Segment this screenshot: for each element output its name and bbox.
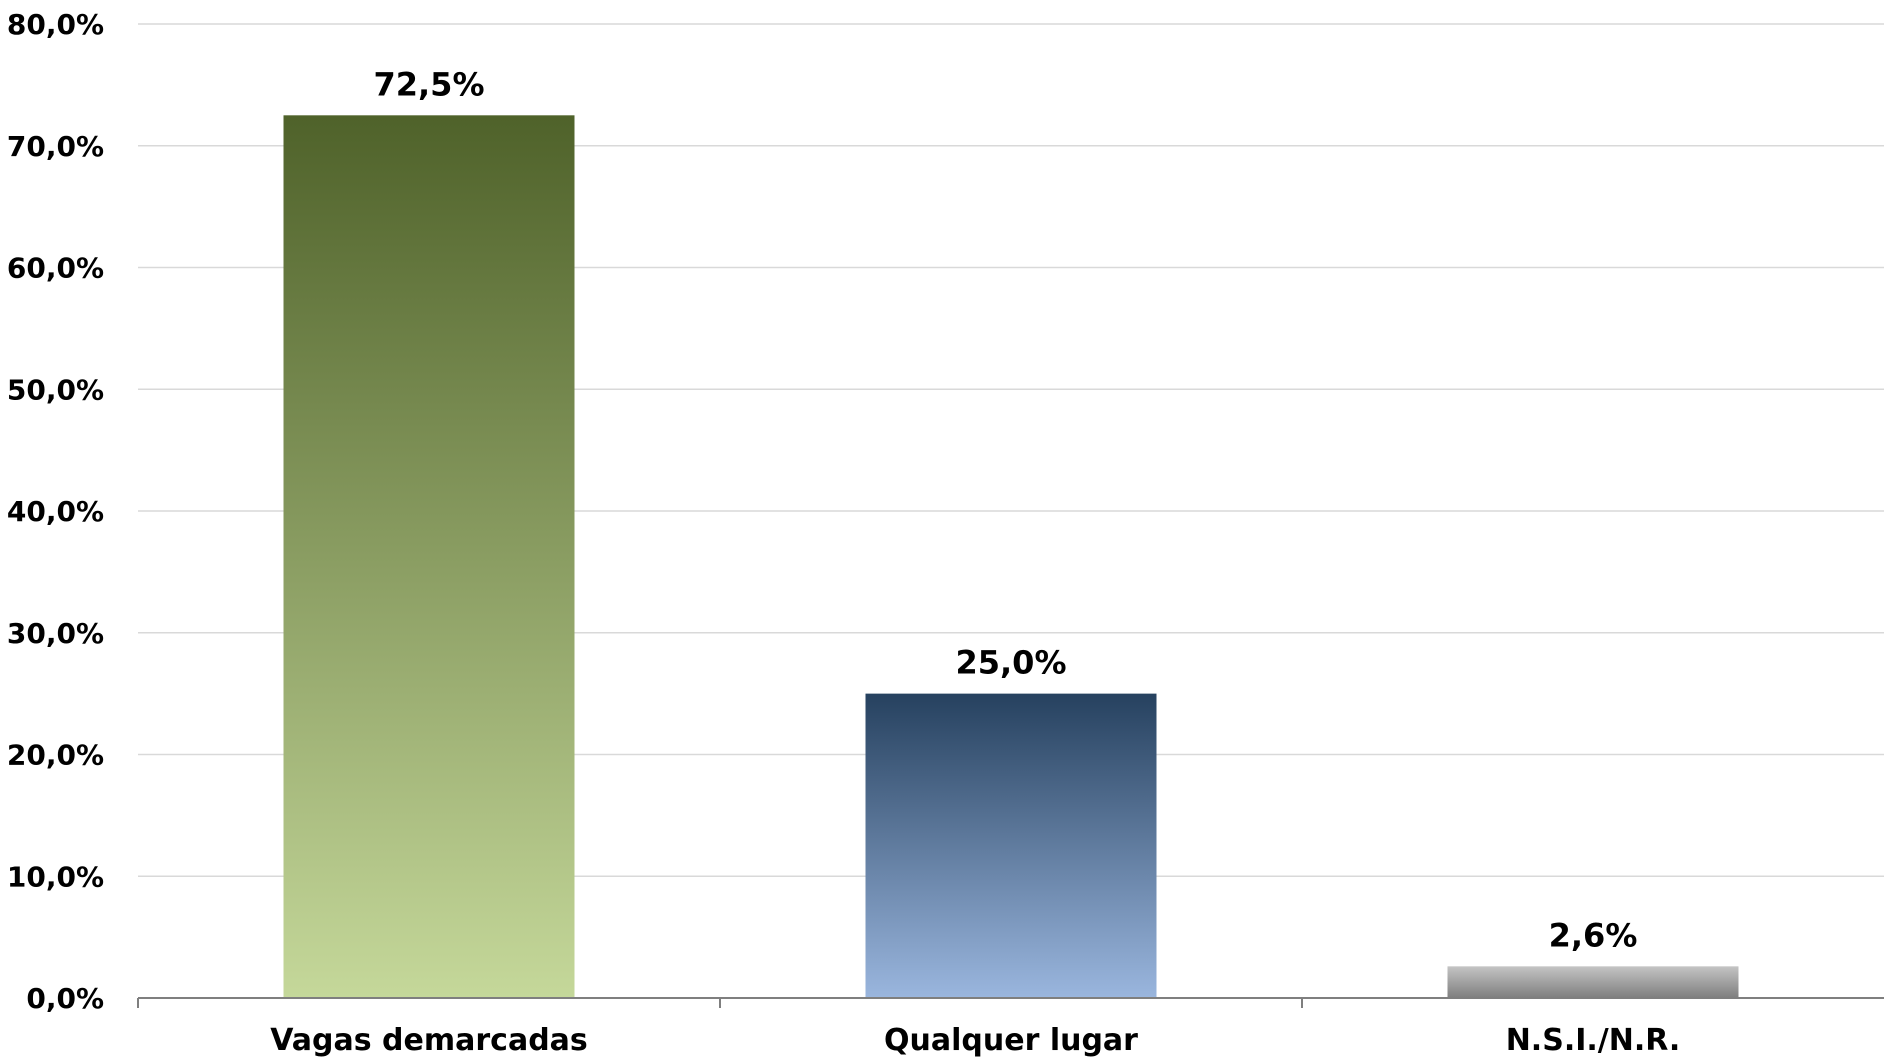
y-tick-label: 80,0% <box>7 8 104 41</box>
category-label: Vagas demarcadas <box>270 1023 588 1058</box>
y-tick-label: 10,0% <box>7 860 104 893</box>
y-tick-label: 70,0% <box>7 130 104 163</box>
y-tick-label: 40,0% <box>7 495 104 528</box>
x-axis <box>137 997 1884 1008</box>
data-label: 72,5% <box>373 65 484 103</box>
y-tick-label: 30,0% <box>7 617 104 650</box>
bar-2 <box>865 693 1157 998</box>
category-label: Qualquer lugar <box>884 1023 1138 1058</box>
y-tick-label: 50,0% <box>7 373 104 406</box>
category-labels: Vagas demarcadas Qualquer lugar N.S.I./N.R… <box>270 1023 1680 1058</box>
y-axis-tick-labels: 0,0% 10,0% 20,0% 30,0% 40,0% 50,0% 60,0% 70,0% 8… <box>7 8 104 1015</box>
y-tick-label: 20,0% <box>7 739 104 772</box>
bars <box>283 115 1739 998</box>
bar-1 <box>283 115 575 998</box>
y-tick-label: 0,0% <box>26 982 104 1015</box>
data-label: 25,0% <box>955 644 1066 682</box>
category-label: N.S.I./N.R. <box>1506 1023 1681 1058</box>
bar-3 <box>1447 966 1739 998</box>
data-labels: 72,5% 25,0% 2,6% <box>373 65 1637 954</box>
data-label: 2,6% <box>1549 916 1638 954</box>
y-tick-label: 60,0% <box>7 252 104 285</box>
